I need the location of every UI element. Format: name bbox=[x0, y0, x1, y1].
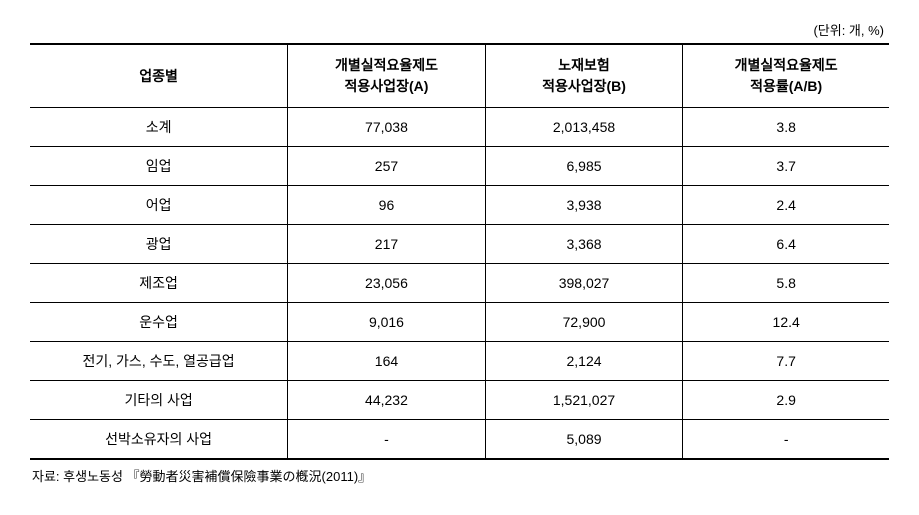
cell-a: 77,038 bbox=[288, 108, 486, 147]
table-body: 소계 77,038 2,013,458 3.8 임업 257 6,985 3.7… bbox=[30, 108, 889, 460]
cell-b: 2,124 bbox=[485, 342, 683, 381]
cell-rate: - bbox=[683, 420, 889, 460]
cell-b: 3,368 bbox=[485, 225, 683, 264]
table-row: 선박소유자의 사업 - 5,089 - bbox=[30, 420, 889, 460]
cell-b: 6,985 bbox=[485, 147, 683, 186]
cell-a: 23,056 bbox=[288, 264, 486, 303]
cell-rate: 5.8 bbox=[683, 264, 889, 303]
cell-b: 3,938 bbox=[485, 186, 683, 225]
cell-label: 운수업 bbox=[30, 303, 288, 342]
cell-a: 257 bbox=[288, 147, 486, 186]
header-rate: 개별실적요율제도적용률(A/B) bbox=[683, 44, 889, 108]
cell-a: 217 bbox=[288, 225, 486, 264]
cell-label: 어업 bbox=[30, 186, 288, 225]
cell-rate: 2.9 bbox=[683, 381, 889, 420]
cell-label: 제조업 bbox=[30, 264, 288, 303]
cell-label: 임업 bbox=[30, 147, 288, 186]
table-row: 운수업 9,016 72,900 12.4 bbox=[30, 303, 889, 342]
table-row: 기타의 사업 44,232 1,521,027 2.9 bbox=[30, 381, 889, 420]
cell-a: 9,016 bbox=[288, 303, 486, 342]
unit-label: (단위: 개, %) bbox=[30, 20, 889, 39]
cell-b: 1,521,027 bbox=[485, 381, 683, 420]
data-table: 업종별 개별실적요율제도적용사업장(A) 노재보험적용사업장(B) 개별실적요율… bbox=[30, 43, 889, 460]
table-row: 임업 257 6,985 3.7 bbox=[30, 147, 889, 186]
table-header-row: 업종별 개별실적요율제도적용사업장(A) 노재보험적용사업장(B) 개별실적요율… bbox=[30, 44, 889, 108]
cell-rate: 3.8 bbox=[683, 108, 889, 147]
cell-a: 164 bbox=[288, 342, 486, 381]
cell-a: - bbox=[288, 420, 486, 460]
cell-rate: 6.4 bbox=[683, 225, 889, 264]
header-industry: 업종별 bbox=[30, 44, 288, 108]
cell-rate: 12.4 bbox=[683, 303, 889, 342]
cell-rate: 2.4 bbox=[683, 186, 889, 225]
cell-label: 기타의 사업 bbox=[30, 381, 288, 420]
header-col-a: 개별실적요율제도적용사업장(A) bbox=[288, 44, 486, 108]
source-note: 자료: 후생노동성 『勞動者災害補償保險事業の槪況(2011)』 bbox=[30, 466, 889, 485]
cell-a: 44,232 bbox=[288, 381, 486, 420]
table-row: 어업 96 3,938 2.4 bbox=[30, 186, 889, 225]
cell-rate: 7.7 bbox=[683, 342, 889, 381]
cell-label: 소계 bbox=[30, 108, 288, 147]
cell-b: 5,089 bbox=[485, 420, 683, 460]
cell-label: 전기, 가스, 수도, 열공급업 bbox=[30, 342, 288, 381]
cell-rate: 3.7 bbox=[683, 147, 889, 186]
cell-a: 96 bbox=[288, 186, 486, 225]
table-row: 제조업 23,056 398,027 5.8 bbox=[30, 264, 889, 303]
cell-b: 2,013,458 bbox=[485, 108, 683, 147]
table-row: 소계 77,038 2,013,458 3.8 bbox=[30, 108, 889, 147]
cell-label: 선박소유자의 사업 bbox=[30, 420, 288, 460]
cell-label: 광업 bbox=[30, 225, 288, 264]
header-col-b: 노재보험적용사업장(B) bbox=[485, 44, 683, 108]
table-row: 전기, 가스, 수도, 열공급업 164 2,124 7.7 bbox=[30, 342, 889, 381]
cell-b: 398,027 bbox=[485, 264, 683, 303]
table-row: 광업 217 3,368 6.4 bbox=[30, 225, 889, 264]
cell-b: 72,900 bbox=[485, 303, 683, 342]
